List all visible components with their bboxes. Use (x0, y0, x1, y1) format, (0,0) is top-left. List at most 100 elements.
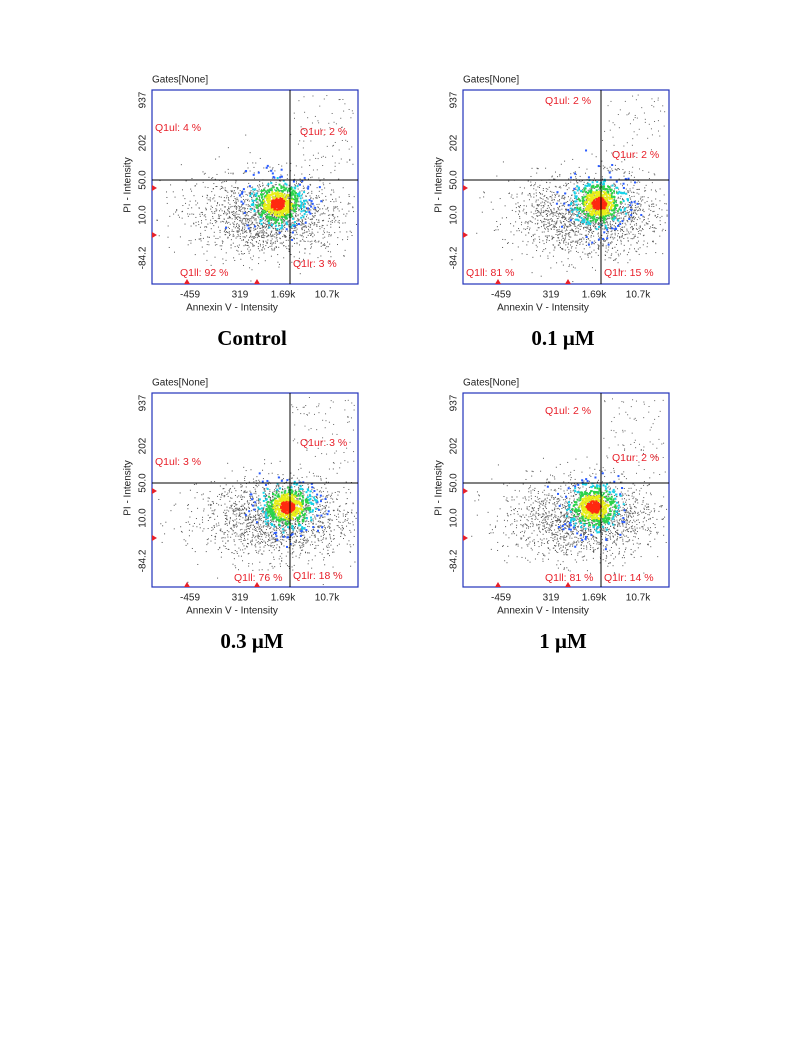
event-dot (265, 214, 267, 216)
event-dot (587, 197, 589, 199)
event-dot (261, 249, 263, 251)
event-dot (575, 234, 577, 236)
event-dot (638, 233, 640, 235)
event-dot (536, 172, 538, 174)
density-dot (597, 206, 600, 209)
density-dot (306, 207, 309, 210)
density-dot (588, 184, 591, 187)
event-dot (195, 200, 197, 202)
event-dot (573, 172, 575, 174)
event-dot (534, 210, 536, 212)
event-dot (574, 207, 576, 209)
event-dot (306, 214, 308, 216)
event-dot (216, 209, 218, 211)
event-dot (299, 244, 301, 246)
event-dot (235, 207, 237, 209)
event-dot (646, 223, 648, 225)
event-dot (589, 229, 591, 231)
event-dot (614, 246, 616, 248)
event-dot (331, 214, 333, 216)
event-dot (244, 191, 246, 193)
density-dot (257, 195, 260, 198)
event-dot (630, 219, 632, 221)
event-dot (319, 228, 321, 230)
event-dot (643, 211, 645, 213)
event-dot (519, 217, 521, 219)
event-dot (568, 232, 570, 234)
event-dot (340, 201, 342, 203)
y-axis-title: PI - Intensity (123, 157, 134, 213)
event-dot (545, 200, 547, 202)
event-dot (217, 226, 219, 228)
density-dot (611, 209, 614, 212)
event-dot (592, 224, 594, 226)
event-dot (262, 240, 264, 242)
event-dot (654, 227, 656, 229)
event-dot (252, 235, 254, 237)
event-dot (581, 223, 583, 225)
event-dot (251, 216, 253, 218)
event-dot (601, 218, 603, 220)
event-dot (301, 166, 303, 168)
event-dot (554, 222, 556, 224)
event-dot (257, 210, 259, 212)
event-dot (575, 192, 577, 194)
density-dot (278, 231, 281, 234)
event-dot (559, 246, 561, 248)
event-dot (263, 230, 265, 232)
event-dot (298, 219, 300, 221)
event-dot (262, 203, 264, 205)
event-dot (598, 224, 600, 226)
event-dot (248, 250, 250, 252)
event-dot (517, 202, 519, 204)
event-dot (591, 153, 593, 155)
event-dot (326, 246, 328, 248)
event-dot (573, 203, 575, 205)
event-dot (659, 235, 661, 237)
event-dot (253, 206, 255, 208)
event-dot (594, 240, 596, 242)
density-dot (276, 190, 279, 193)
density-dot (588, 214, 591, 217)
density-dot (252, 173, 255, 176)
event-dot (633, 218, 635, 220)
event-dot (640, 198, 642, 200)
event-dot (194, 254, 196, 256)
event-dot (294, 242, 296, 244)
density-dot (611, 213, 614, 216)
event-dot (294, 229, 296, 231)
event-dot (598, 235, 600, 237)
event-dot (341, 208, 343, 210)
event-dot (202, 195, 204, 197)
event-dot (236, 213, 238, 215)
event-dot (564, 249, 566, 251)
event-dot (299, 251, 301, 253)
density-dot (254, 199, 257, 202)
event-dot (536, 167, 538, 169)
event-dot (245, 221, 247, 223)
event-dot (595, 226, 597, 228)
event-dot (239, 206, 241, 208)
event-dot (233, 193, 235, 195)
density-dot (281, 189, 284, 192)
event-dot (604, 166, 606, 168)
event-dot (610, 254, 612, 256)
event-dot (633, 184, 635, 186)
event-dot (205, 207, 207, 209)
event-dot (252, 245, 254, 247)
event-dot (606, 217, 608, 219)
event-dot (631, 226, 633, 228)
event-dot (530, 196, 532, 198)
event-dot (275, 246, 277, 248)
event-dot (257, 231, 259, 233)
event-dot (549, 182, 551, 184)
event-dot (597, 244, 599, 246)
density-dot (606, 185, 609, 188)
event-dot (539, 213, 541, 215)
event-dot (284, 230, 286, 232)
event-dot (636, 251, 638, 253)
event-dot (648, 204, 650, 206)
density-dot (610, 206, 613, 209)
event-dot (295, 226, 297, 228)
event-dot (579, 228, 581, 230)
